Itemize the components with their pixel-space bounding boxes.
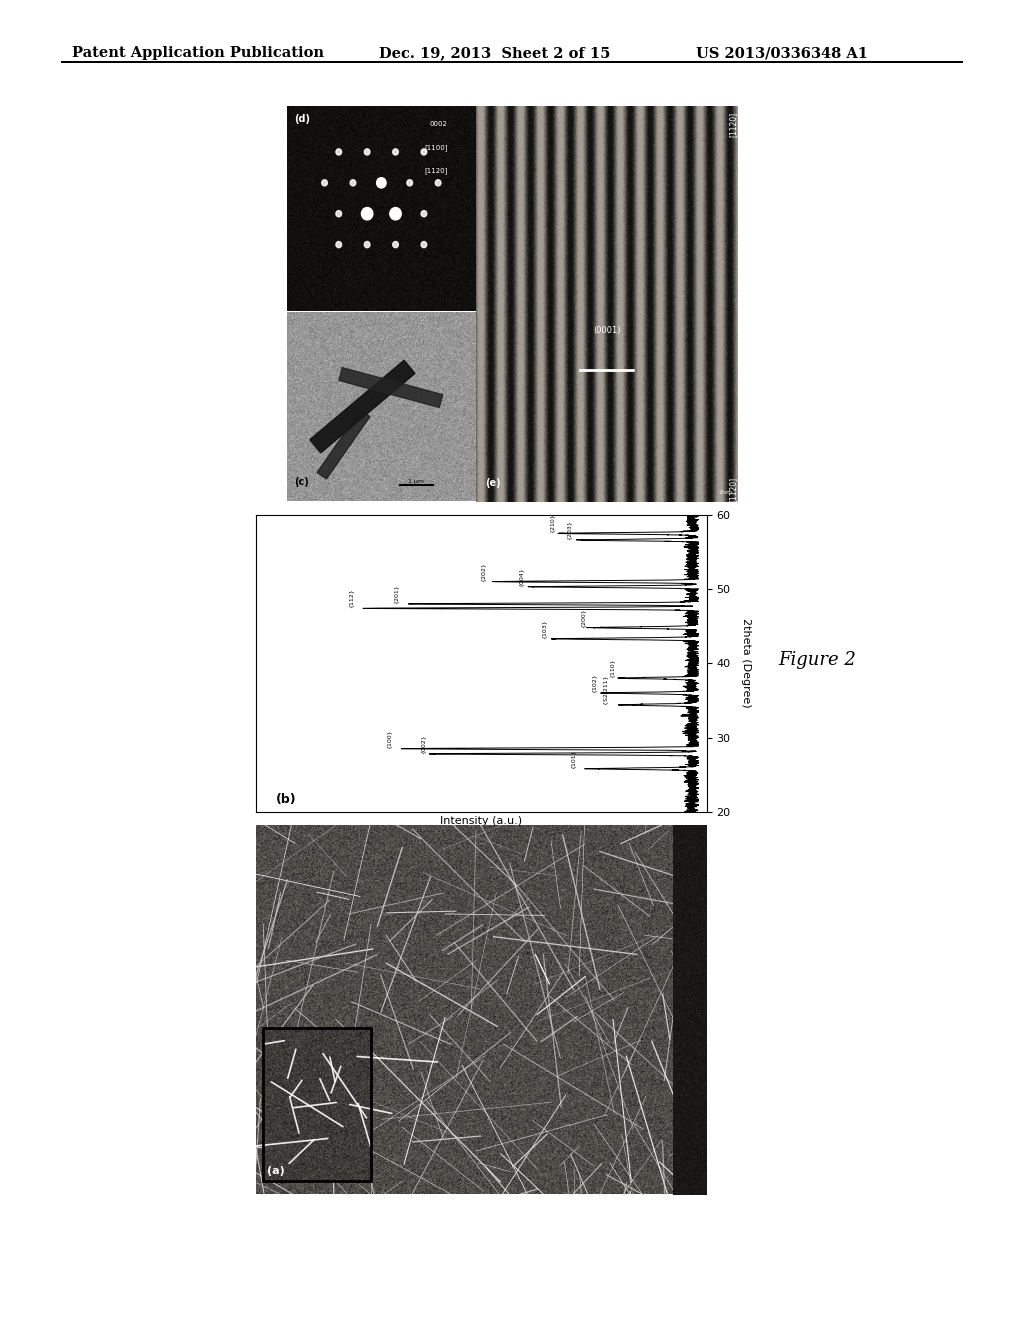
Text: (a): (a) [267, 1166, 285, 1176]
Text: {203}: {203} [567, 520, 572, 540]
Circle shape [365, 242, 370, 248]
Text: US 2013/0336348 A1: US 2013/0336348 A1 [696, 46, 868, 61]
Text: 0002: 0002 [430, 121, 447, 127]
Circle shape [392, 242, 398, 248]
Text: {002}: {002} [421, 734, 426, 754]
Text: [1120]: [1120] [728, 112, 737, 137]
Circle shape [336, 149, 342, 154]
Text: {103}: {103} [542, 619, 547, 639]
Text: Dec. 19, 2013  Sheet 2 of 15: Dec. 19, 2013 Sheet 2 of 15 [379, 46, 610, 61]
Text: {102}: {102} [592, 673, 596, 693]
Text: {200}: {200} [581, 609, 585, 628]
Text: [1120]: [1120] [424, 168, 447, 174]
Text: Patent Application Publication: Patent Application Publication [72, 46, 324, 61]
Text: (b): (b) [276, 793, 297, 805]
Text: {100}: {100} [387, 729, 392, 748]
Text: {210}: {210} [549, 513, 554, 533]
Circle shape [390, 207, 401, 220]
Circle shape [377, 178, 386, 187]
Text: 2nm: 2nm [719, 490, 733, 495]
Text: {101}: {101} [570, 750, 575, 768]
Circle shape [392, 149, 398, 154]
Circle shape [365, 149, 370, 154]
Circle shape [322, 180, 328, 186]
Text: {004}: {004} [519, 568, 524, 587]
Text: (0001): (0001) [593, 326, 621, 334]
Circle shape [350, 180, 355, 186]
Text: {202}: {202} [480, 562, 485, 582]
Text: {110}: {110} [610, 659, 615, 678]
Text: 1 μm: 1 μm [409, 479, 424, 483]
Polygon shape [317, 411, 370, 479]
Text: (d): (d) [294, 114, 310, 124]
Circle shape [435, 180, 441, 186]
Text: (e): (e) [484, 478, 501, 488]
Text: Figure 2: Figure 2 [778, 651, 856, 669]
Polygon shape [310, 360, 415, 453]
Circle shape [407, 180, 413, 186]
Circle shape [421, 149, 427, 154]
Text: {112}: {112} [348, 589, 353, 609]
Text: (c): (c) [294, 478, 309, 487]
Circle shape [336, 242, 342, 248]
Polygon shape [339, 367, 442, 408]
Text: {S2 211}: {S2 211} [604, 676, 608, 705]
X-axis label: Intensity (a.u.): Intensity (a.u.) [440, 816, 522, 826]
Bar [263, 1028, 371, 1180]
Text: [1120]: [1120] [728, 477, 737, 502]
Circle shape [421, 242, 427, 248]
Circle shape [361, 207, 373, 220]
Circle shape [421, 211, 427, 216]
Circle shape [336, 211, 342, 216]
Text: {201}: {201} [394, 585, 399, 605]
Y-axis label: 2theta (Degree): 2theta (Degree) [741, 619, 752, 708]
Text: [1100]: [1100] [424, 145, 447, 152]
